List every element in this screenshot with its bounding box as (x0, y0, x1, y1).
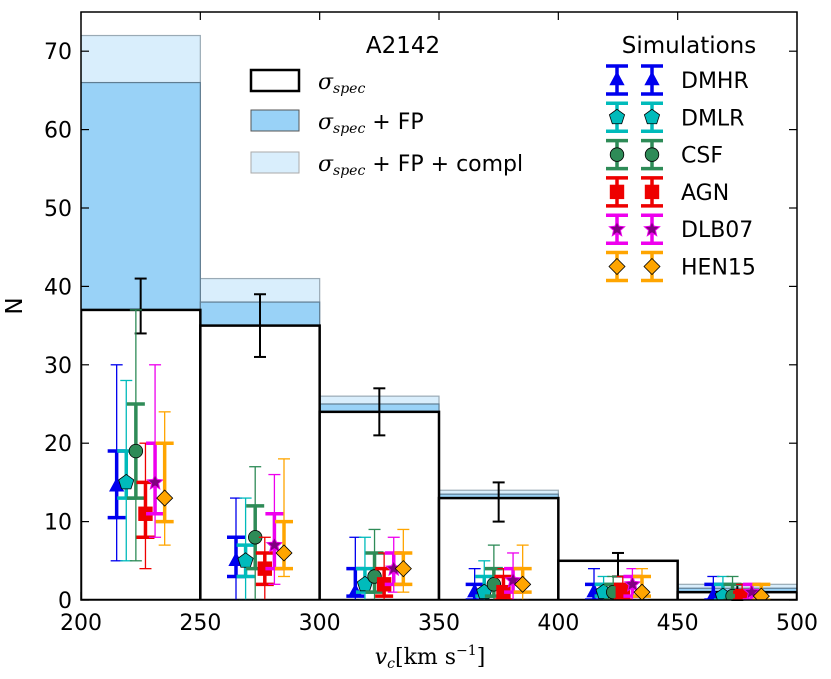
legend-label-spec: σspec (318, 70, 365, 97)
sim-legend-dmhr-marker-1 (644, 71, 660, 86)
sim-legend-dmhr-marker-0 (609, 71, 625, 86)
y-tick-label-5: 50 (44, 197, 72, 222)
y-tick-label-3: 30 (44, 354, 72, 379)
simulation-points (107, 309, 771, 600)
sim-dmlr-1-median-marker (237, 552, 254, 568)
sim-hen15-5-median-marker (752, 587, 770, 600)
sim-legend-agn-label: AGN (681, 181, 729, 206)
sim-legend-dmlr-marker-1 (643, 108, 661, 125)
sim-legend-dlb07-marker-0 (608, 219, 626, 237)
axis-ticks: 200 250 300 350 400 450 500 0 10 20 30 40 50 60 70 (44, 12, 818, 636)
legend-label-fp-compl: σspec + FP + compl (318, 152, 523, 179)
sim-legend-csf-label: CSF (681, 144, 723, 169)
sim-legend-agn-marker-0 (609, 184, 625, 200)
y-tick-label-6: 60 (44, 119, 72, 144)
sim-legend-title: Simulations (622, 33, 757, 59)
sim-hen15-4-median-marker (633, 583, 651, 600)
sim-legend-dmlr-label: DMLR (681, 106, 744, 131)
sim-dlb07-0-median-marker (146, 473, 164, 490)
legend-label-fp: σspec + FP (318, 110, 424, 137)
sim-legend-dlb07-marker-1 (643, 219, 661, 237)
legend-swatch-fp-compl (250, 151, 300, 174)
sim-legend-csf-marker-1 (644, 147, 660, 162)
hist-legend: σspec σspec + FP σspec + FP + compl (249, 68, 523, 179)
chart-title: A2142 (366, 33, 440, 59)
sim-legend-hen15-marker-0 (608, 257, 626, 276)
sim-hen15-3-median-marker (514, 575, 532, 593)
x-axis-label: vc[km s−1] (375, 643, 486, 672)
sim-legend-dmlr-marker-0 (608, 108, 626, 125)
sim-legend-hen15-label: HEN15 (681, 256, 756, 281)
y-tick-label-2: 20 (44, 432, 72, 457)
x-tick-label-3: 350 (418, 611, 460, 636)
y-tick-label-7: 70 (44, 40, 72, 65)
y-tick-label-1: 10 (44, 511, 72, 536)
x-tick-label-0: 200 (60, 611, 102, 636)
x-tick-label-5: 450 (657, 611, 699, 636)
x-tick-label-4: 400 (537, 611, 579, 636)
hist-spec-layer (81, 308, 797, 600)
y-tick-label-0: 0 (58, 589, 72, 614)
sim-legend: DMHR DMLR CSF AGN DLB07 HEN15 (606, 64, 756, 283)
sim-hen15-1-median-marker (275, 544, 293, 562)
sim-hen15-2-median-marker (394, 560, 412, 578)
sim-csf-0-median-marker (128, 443, 144, 459)
hist-bar-spec-1 (199, 324, 321, 600)
sim-legend-agn-marker-1 (644, 184, 660, 200)
sim-legend-csf-marker-0 (609, 147, 625, 162)
sim-dlb07-1-median-marker (265, 535, 284, 553)
sim-hen15-0-median-marker (156, 489, 174, 507)
hist-errorbars (134, 277, 744, 601)
legend-swatch-fp (250, 109, 300, 132)
x-tick-label-2: 300 (299, 611, 341, 636)
y-tick-label-4: 40 (44, 275, 72, 300)
sim-dlb07-4-median-marker (623, 575, 642, 592)
sim-legend-dlb07-label: DLB07 (681, 218, 753, 243)
sim-legend-dmhr-label: DMHR (681, 69, 749, 94)
x-tick-label-6: 500 (776, 611, 818, 636)
legend-swatch-spec (249, 68, 301, 93)
sim-dmlr-0-median-marker (118, 473, 135, 490)
x-tick-label-1: 250 (179, 611, 221, 636)
y-axis-label: N (2, 297, 28, 314)
sim-legend-hen15-marker-1 (643, 257, 661, 276)
